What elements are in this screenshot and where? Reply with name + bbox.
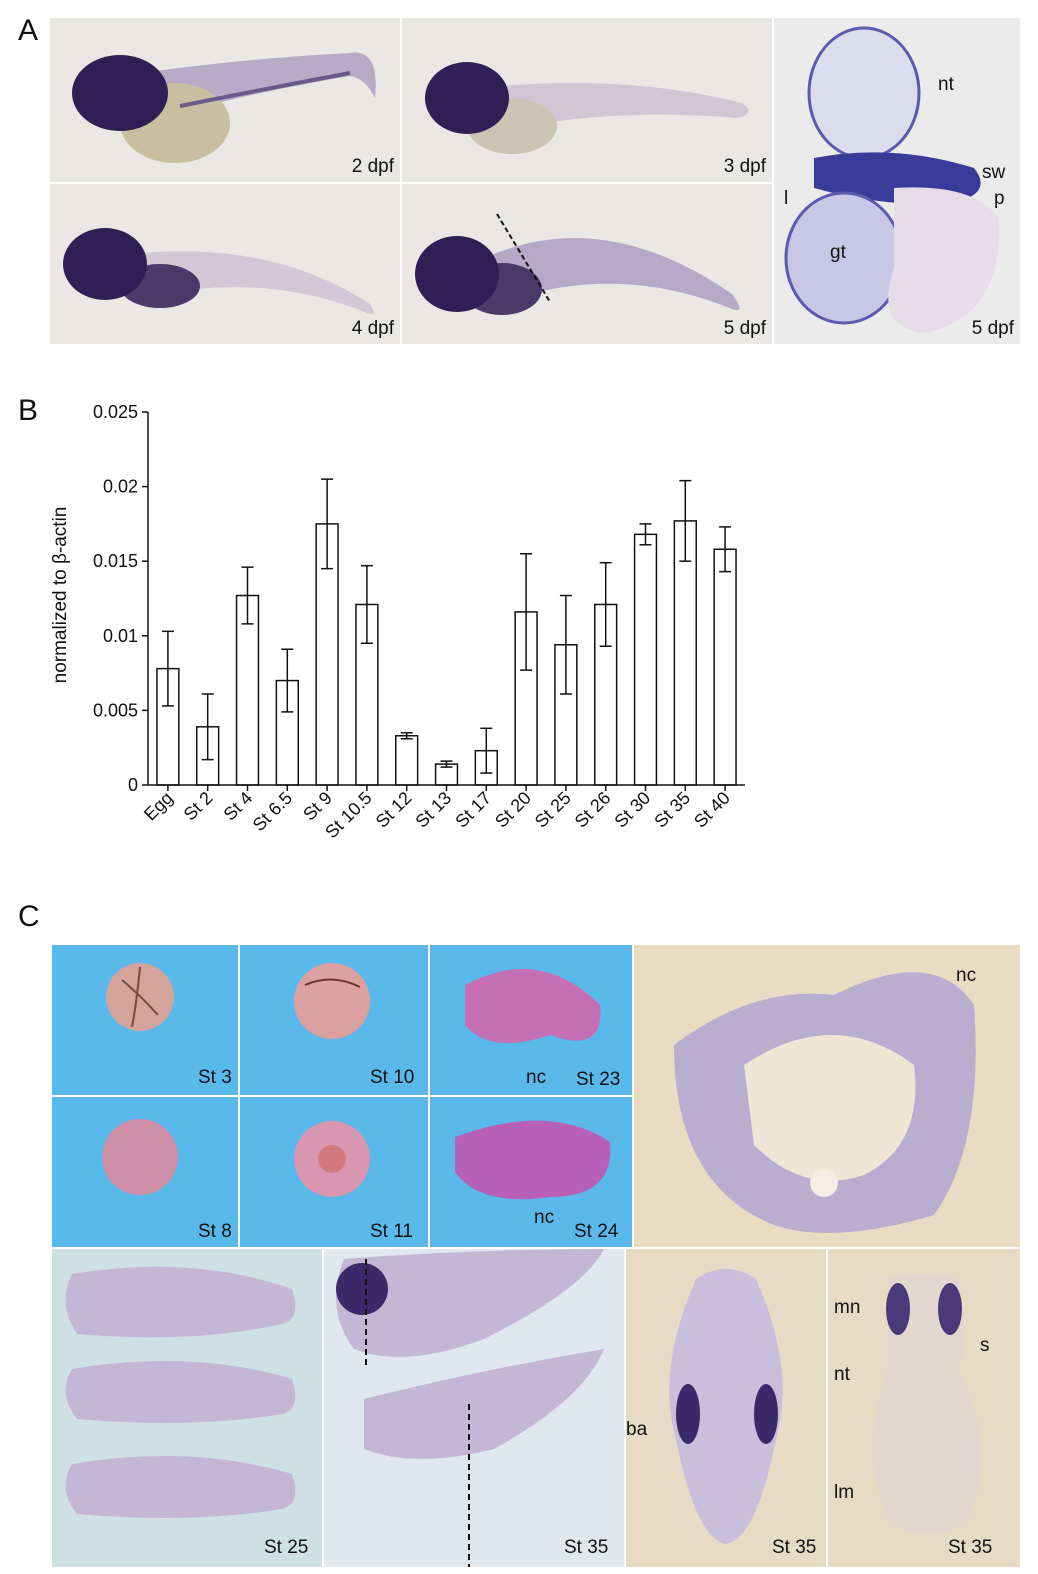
- xenopus-st24-image: nc St 24: [430, 1097, 632, 1247]
- stage-label: St 3: [198, 1067, 232, 1088]
- annotation-nt: nt: [938, 74, 954, 95]
- xenopus-st35-section-ba-image: ba St 35: [626, 1249, 826, 1567]
- stage-label: 5 dpf: [723, 318, 766, 339]
- zebrafish-3dpf-image: 3 dpf: [402, 18, 772, 182]
- xenopus-st35-section-mn-image: mn s nt lm St 35: [828, 1249, 1020, 1567]
- x-tick-label: St 30: [610, 788, 654, 832]
- bar: [633, 533, 658, 786]
- x-tick-label: St 6.5: [249, 788, 296, 835]
- annotation-l: l: [784, 188, 789, 209]
- annotation-mn: mn: [834, 1297, 861, 1318]
- stage-label: St 11: [370, 1221, 413, 1242]
- x-tick-label: St 13: [411, 788, 455, 832]
- stage-label: St 8: [198, 1221, 232, 1242]
- stage-label: 3 dpf: [723, 156, 766, 177]
- bar-chart: 0 0.005 0.01 0.015 0.02 0.025 Egg St 2 St 4St 6…: [50, 402, 745, 842]
- annotation-sw: sw: [982, 162, 1006, 183]
- stage-label: St 35: [772, 1537, 817, 1558]
- xenopus-st23-image: nc St 23: [430, 945, 632, 1095]
- x-tick-label: St 35: [650, 788, 694, 832]
- xenopus-st35-whole-image: St 35: [324, 1249, 624, 1567]
- x-tick-label: St 25: [531, 788, 575, 832]
- stage-label: St 23: [576, 1069, 621, 1090]
- xenopus-st3-image: St 3: [52, 945, 238, 1095]
- stage-label: St 25: [264, 1537, 309, 1558]
- x-tick-label: St 20: [491, 788, 535, 832]
- stage-label: 5 dpf: [971, 318, 1014, 339]
- xenopus-st8-image: St 8: [52, 1097, 238, 1247]
- panel-label-c: C: [18, 900, 40, 933]
- x-tick-label: Egg: [140, 788, 177, 825]
- y-tick-label: 0: [128, 775, 138, 795]
- stage-label: 2 dpf: [351, 156, 394, 177]
- panel-label-b: B: [18, 394, 39, 427]
- x-tick-label: St 26: [571, 788, 615, 832]
- zebrafish-5dpf-section-image: nt sw l p gt 5 dpf: [774, 18, 1020, 344]
- stage-label: St 35: [564, 1537, 609, 1558]
- x-tick-label: St 2: [180, 788, 217, 825]
- x-tick-label: St 12: [372, 788, 416, 832]
- y-tick-label: 0.02: [103, 477, 138, 497]
- xenopus-neural-crest-section-image: nc: [634, 945, 1020, 1247]
- stage-label: 4 dpf: [351, 318, 394, 339]
- y-tick-label: 0.025: [93, 402, 138, 422]
- x-tick-label: St 40: [690, 788, 734, 832]
- annotation-nc: nc: [526, 1067, 547, 1088]
- zebrafish-2dpf-image: 2 dpf: [50, 18, 400, 182]
- annotation-p: p: [994, 188, 1005, 209]
- bars: [156, 478, 737, 786]
- stage-label: St 24: [574, 1221, 619, 1242]
- xenopus-st25-image: St 25: [52, 1249, 322, 1567]
- xenopus-st11-image: St 11: [240, 1097, 428, 1247]
- zebrafish-4dpf-image: 4 dpf: [50, 184, 400, 344]
- bar: [395, 735, 419, 786]
- y-axis-label: normalized to β-actin: [50, 507, 71, 684]
- annotation-nt: nt: [834, 1364, 850, 1385]
- y-tick-label: 0.005: [93, 700, 138, 720]
- annotation-nc: nc: [956, 965, 977, 986]
- y-axis: 0 0.005 0.01 0.015 0.02 0.025: [93, 402, 149, 795]
- bar: [713, 548, 737, 786]
- stage-label: St 10: [370, 1067, 415, 1088]
- y-tick-label: 0.015: [93, 551, 138, 571]
- stage-label: St 35: [948, 1537, 993, 1558]
- annotation-gt: gt: [830, 242, 846, 263]
- annotation-nc: nc: [534, 1207, 555, 1228]
- panel-label-a: A: [18, 14, 39, 47]
- zebrafish-5dpf-image: 5 dpf: [402, 184, 772, 344]
- x-tick-label: St 17: [451, 788, 495, 832]
- annotation-s: s: [980, 1335, 990, 1356]
- annotation-ba: ba: [626, 1419, 648, 1440]
- annotation-lm: lm: [834, 1482, 855, 1503]
- y-tick-label: 0.01: [103, 626, 138, 646]
- xenopus-st10-image: St 10: [240, 945, 428, 1095]
